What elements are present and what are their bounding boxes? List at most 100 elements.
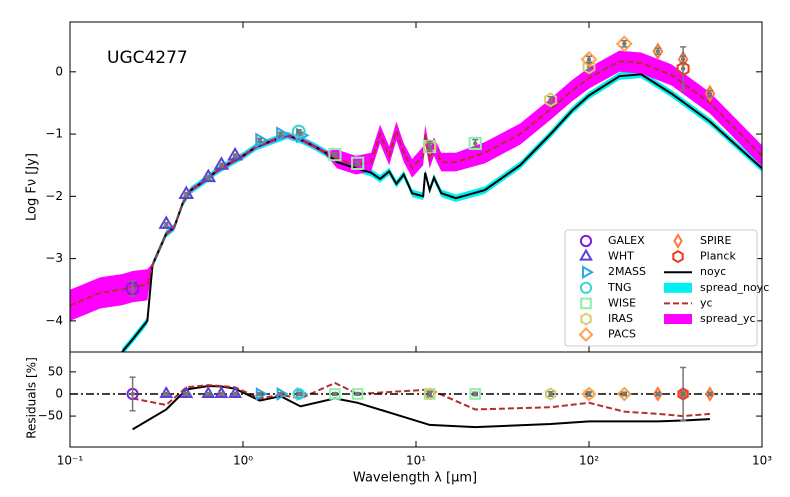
error-bar: [354, 391, 361, 397]
photometry-point: [328, 148, 342, 162]
error-bar-center: [655, 49, 661, 54]
residual-point: [255, 387, 268, 401]
error-bar-center: [707, 391, 713, 397]
legend-label: PACS: [608, 328, 636, 341]
error-bar: [547, 391, 554, 397]
residual-plot: [70, 366, 762, 431]
legend-marker: [580, 297, 592, 310]
error-bar: [205, 391, 212, 397]
photometry-point: [178, 185, 195, 199]
error-bar: [621, 391, 628, 397]
legend-label: Planck: [700, 250, 736, 263]
error-bar-center: [164, 222, 169, 227]
error-bar-center: [427, 391, 432, 397]
error-bar: [654, 47, 661, 56]
photometry-point: [580, 50, 598, 68]
error-bar-center: [184, 192, 189, 197]
legend-label: WISE: [608, 296, 636, 309]
legend-label: IRAS: [608, 312, 633, 325]
residual-tick-label: 50: [48, 364, 63, 378]
error-bar: [183, 191, 190, 198]
error-bar: [331, 391, 338, 397]
photometry-point: [213, 156, 230, 170]
error-bar: [277, 131, 284, 137]
residual-point: [544, 387, 557, 401]
x-axis-label: Wavelength λ [μm]: [353, 471, 477, 486]
error-bar: [277, 391, 284, 397]
error-bar: [218, 391, 225, 397]
legend-marker: [579, 281, 593, 294]
error-bar-center: [680, 66, 686, 71]
error-bar-center: [586, 391, 592, 397]
residual-point: [424, 387, 436, 401]
legend-marker: [580, 312, 592, 326]
error-bar-center: [130, 286, 135, 291]
error-bar-center: [622, 391, 627, 397]
photometry-point: [276, 126, 290, 142]
error-bar-center: [473, 391, 478, 397]
photometry-point: [652, 42, 664, 61]
legend-marker: [672, 250, 684, 264]
residual-axis-label: Residuals [%]: [25, 357, 39, 439]
legend-label: GALEX: [608, 234, 645, 247]
residual-tick-label: −50: [38, 409, 63, 423]
error-bar: [163, 391, 170, 397]
error-bar: [218, 162, 225, 168]
error-bar-center: [548, 391, 553, 397]
legend-label: noyc: [700, 265, 726, 278]
error-bar-center: [707, 91, 713, 96]
legend-swatch: [664, 282, 692, 293]
error-bar-center: [278, 131, 283, 137]
error-bar-center: [257, 391, 262, 397]
error-bar: [232, 153, 239, 159]
error-bar: [163, 221, 170, 227]
residual-point: [616, 386, 632, 402]
legend: GALEX WHT 2MASS TNG WISE IRAS PACS SPIRE Planck n…: [564, 229, 769, 347]
error-bar-center: [232, 153, 238, 159]
error-bar: [680, 46, 687, 92]
residual-point: [276, 387, 289, 401]
error-bar-center: [332, 152, 338, 157]
error-bar: [354, 160, 361, 166]
error-bar: [129, 280, 136, 297]
y-tick-label: 0: [55, 64, 63, 78]
legend-label: TNG: [607, 281, 631, 294]
legend-marker: [673, 233, 683, 249]
legend-marker: [579, 234, 593, 248]
error-bar-center: [219, 163, 224, 168]
photometry-point: [158, 215, 175, 229]
error-bar-center: [622, 41, 627, 46]
band: [70, 50, 762, 321]
error-bar: [426, 390, 433, 398]
residual-point: [292, 387, 305, 401]
error-bar-center: [219, 391, 224, 397]
error-bar-center: [655, 391, 661, 397]
x-tick-label: 10²: [579, 454, 599, 468]
error-bar: [472, 391, 479, 397]
photometry-point: [351, 156, 365, 170]
error-bar: [472, 138, 479, 148]
error-bar-center: [355, 391, 360, 397]
error-bar-center: [296, 129, 301, 134]
error-bar-center: [278, 391, 283, 397]
photometry-point: [227, 146, 243, 161]
residual-tick-label: 0: [55, 386, 63, 400]
residual-point: [329, 388, 341, 400]
error-bar: [205, 175, 212, 181]
legend-marker: [579, 248, 593, 261]
legend-marker: [578, 327, 594, 343]
photometry-point: [255, 132, 269, 149]
y-tick-label: −3: [45, 251, 63, 265]
error-bar-center: [130, 391, 135, 397]
legend-label: WHT: [608, 250, 634, 263]
error-bar: [129, 376, 136, 412]
error-bar-center: [680, 391, 686, 397]
error-bar: [586, 391, 592, 397]
error-bar: [295, 391, 302, 397]
error-bar-center: [332, 391, 338, 397]
x-tick-label: 10³: [752, 454, 772, 468]
error-bar: [547, 95, 554, 104]
x-tick-label: 10⁻¹: [57, 454, 84, 468]
error-bar-center: [427, 144, 432, 149]
